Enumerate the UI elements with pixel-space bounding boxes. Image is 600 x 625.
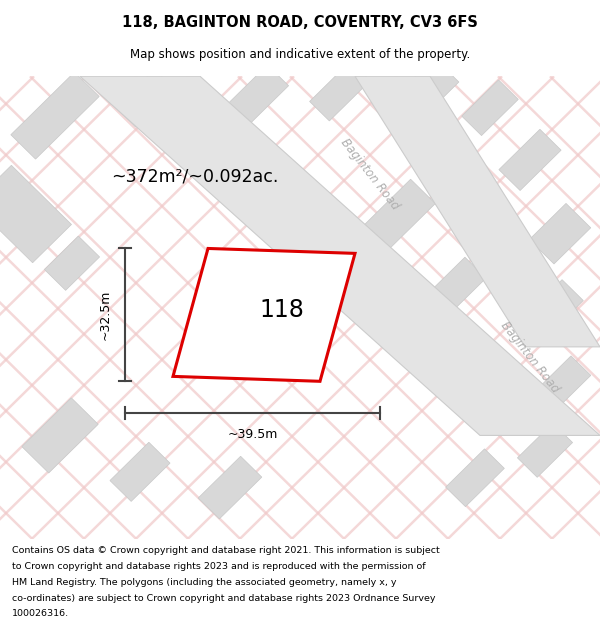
Polygon shape (499, 129, 561, 191)
Polygon shape (80, 76, 600, 436)
Polygon shape (44, 236, 100, 291)
Text: Baginton Road: Baginton Road (498, 319, 562, 395)
Polygon shape (0, 165, 71, 262)
Text: HM Land Registry. The polygons (including the associated geometry, namely x, y: HM Land Registry. The polygons (includin… (12, 578, 397, 586)
Text: Contains OS data © Crown copyright and database right 2021. This information is : Contains OS data © Crown copyright and d… (12, 546, 440, 554)
Polygon shape (517, 423, 572, 478)
Text: 118: 118 (260, 299, 304, 322)
Polygon shape (381, 58, 459, 134)
Polygon shape (221, 65, 289, 131)
Text: 100026316.: 100026316. (12, 609, 69, 619)
Text: to Crown copyright and database rights 2023 and is reproduced with the permissio: to Crown copyright and database rights 2… (12, 562, 425, 571)
Polygon shape (539, 356, 591, 407)
Polygon shape (22, 398, 98, 473)
Text: Map shows position and indicative extent of the property.: Map shows position and indicative extent… (130, 48, 470, 61)
Polygon shape (424, 258, 486, 318)
Polygon shape (527, 279, 583, 336)
Text: ~39.5m: ~39.5m (227, 428, 278, 441)
Text: Baginton Road: Baginton Road (338, 136, 402, 213)
Polygon shape (462, 80, 518, 136)
Polygon shape (173, 249, 355, 381)
Polygon shape (365, 179, 436, 249)
Text: co-ordinates) are subject to Crown copyright and database rights 2023 Ordnance S: co-ordinates) are subject to Crown copyr… (12, 594, 436, 602)
Polygon shape (198, 456, 262, 519)
Text: 118, BAGINTON ROAD, COVENTRY, CV3 6FS: 118, BAGINTON ROAD, COVENTRY, CV3 6FS (122, 16, 478, 31)
Polygon shape (110, 442, 170, 501)
Polygon shape (529, 203, 591, 264)
Text: ~372m²/~0.092ac.: ~372m²/~0.092ac. (112, 168, 278, 186)
Polygon shape (446, 449, 505, 507)
Polygon shape (116, 69, 175, 127)
Polygon shape (11, 72, 99, 159)
Text: ~32.5m: ~32.5m (98, 290, 112, 340)
Polygon shape (310, 61, 370, 121)
Polygon shape (355, 76, 600, 347)
